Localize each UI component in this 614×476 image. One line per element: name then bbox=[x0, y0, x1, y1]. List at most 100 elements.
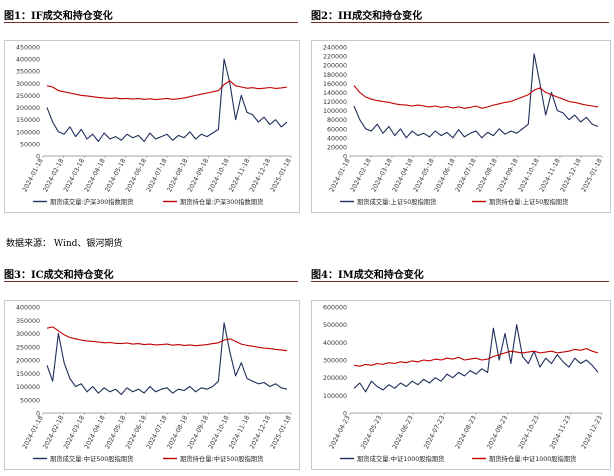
chart-4-legend-label: 期货持仓量:中证1000股指期货 bbox=[489, 454, 576, 463]
chart-3-ytick-label: 200000 bbox=[16, 358, 40, 365]
chart-2-ytick-label: 160000 bbox=[323, 81, 347, 88]
chart-2-ytick-label: 220000 bbox=[323, 54, 347, 61]
chart-3-xtick-label: 2024-05-18 bbox=[104, 415, 127, 451]
chart-3-xtick-label: 2024-12-18 bbox=[249, 415, 272, 451]
chart-3-legend-label: 期货持仓量:中证500股指期货 bbox=[180, 454, 263, 463]
chart-3-xtick-label: 2024-02-18 bbox=[42, 415, 65, 451]
chart-3-xtick-label: 2024-04-18 bbox=[83, 415, 106, 451]
chart-4-xtick-label: 2024-07-23 bbox=[423, 415, 446, 451]
chart-1-series-volume-line bbox=[46, 58, 288, 143]
panel-2-title: 图2：IH成交和持仓变化 bbox=[311, 11, 423, 22]
chart-1-xtick-label: 2024-05-18 bbox=[104, 158, 127, 194]
chart-1-xtick-label: 2024-06-18 bbox=[125, 158, 148, 194]
chart-4-ytick-label: 500000 bbox=[323, 322, 347, 329]
chart-2-legend-label: 期货成交量:上证50股指期货 bbox=[357, 197, 436, 206]
chart-1-series-open-interest-line bbox=[46, 80, 288, 101]
chart-3-ytick-label: 400000 bbox=[16, 305, 40, 312]
chart-3-xtick-label: 2024-07-18 bbox=[145, 415, 168, 451]
chart-2-ytick-label: 180000 bbox=[323, 72, 347, 79]
chart-1-legend-label: 期货持仓量:沪深300指数期货 bbox=[180, 197, 263, 206]
chart-1-svg: 0 50000 100000 150000 200000 250000 300000 3500… bbox=[16, 45, 293, 207]
chart-panel-3: 0 50000 100000 150000 200000 250000 300000 3500… bbox=[4, 300, 300, 470]
chart-1-ytick-label: 50000 bbox=[20, 141, 40, 148]
chart-4-ytick-label: 300000 bbox=[323, 358, 347, 365]
chart-1-xtick-label: 2024-03-18 bbox=[63, 158, 86, 194]
chart-4-xtick-label: 2024-12-23 bbox=[580, 415, 603, 451]
chart-3-ytick-label: 100000 bbox=[16, 384, 40, 391]
chart-4-xtick-label: 2024-11-23 bbox=[549, 415, 572, 451]
chart-2-xtick-label: 2024-05-18 bbox=[412, 158, 435, 194]
chart-1-legend-label: 期货成交量:沪深300指数期货 bbox=[50, 197, 133, 206]
panel-3-title-rule bbox=[4, 281, 298, 282]
chart-2-ytick-label: 40000 bbox=[327, 135, 347, 142]
chart-1-xtick-label: 2024-07-18 bbox=[145, 158, 168, 194]
chart-2-ytick-label: 100000 bbox=[323, 108, 347, 115]
chart-2-legend-label: 期货持仓量:上证50股指期货 bbox=[489, 197, 568, 206]
chart-4-series-open-interest-line bbox=[353, 347, 599, 367]
chart-2-ytick-label: 60000 bbox=[327, 126, 347, 133]
chart-3-xtick-label: 2024-06-18 bbox=[125, 415, 148, 451]
chart-1-xtick-label: 2024-12-18 bbox=[249, 158, 272, 194]
chart-3-xtick-label: 2024-01-18 bbox=[21, 415, 44, 451]
chart-2-xtick-label: 2024-06-18 bbox=[433, 158, 456, 194]
chart-2-xtick-label: 2024-08-18 bbox=[475, 158, 498, 194]
panel-3-title: 图3：IC成交和持仓变化 bbox=[4, 270, 114, 281]
chart-2-ytick-label: 200000 bbox=[323, 63, 347, 70]
chart-3-xtick-label: 2024-03-18 bbox=[63, 415, 86, 451]
chart-4-xtick-label: 2024-05-23 bbox=[360, 415, 383, 451]
chart-4-ytick-label: 100000 bbox=[323, 393, 347, 400]
chart-2-series-open-interest-line bbox=[353, 85, 599, 109]
chart-4-ytick-label: 400000 bbox=[323, 340, 347, 347]
chart-1-xtick-label: 2024-04-18 bbox=[83, 158, 106, 194]
panel-1-title-rule bbox=[4, 22, 298, 23]
chart-1-ytick-label: 450000 bbox=[16, 45, 40, 52]
chart-2-xtick-label: 2024-03-18 bbox=[370, 158, 393, 194]
chart-3-series-volume-line bbox=[46, 322, 288, 396]
chart-4-series-volume-line bbox=[353, 324, 599, 393]
chart-3-xtick-label: 2024-09-18 bbox=[187, 415, 210, 451]
chart-2-ytick-label: 120000 bbox=[323, 99, 347, 106]
chart-2-xtick-label: 2024-09-18 bbox=[496, 158, 519, 194]
chart-1-ytick-label: 400000 bbox=[16, 57, 40, 64]
chart-2-xtick-label: 2024-04-18 bbox=[391, 158, 414, 194]
chart-panel-2: 0 20000 40000 60000 80000 100000 120000 140000 1… bbox=[311, 40, 611, 213]
chart-1-ytick-label: 250000 bbox=[16, 93, 40, 100]
chart-3-xtick-label: 2024-11-18 bbox=[228, 415, 251, 451]
chart-3-ytick-label: 350000 bbox=[16, 318, 40, 325]
chart-3-xtick-label: 2025-01-18 bbox=[269, 415, 292, 451]
chart-4-ytick-label: 600000 bbox=[323, 305, 347, 312]
chart-2-ytick-label: 0 bbox=[343, 154, 347, 161]
chart-1-ytick-label: 100000 bbox=[16, 129, 40, 136]
data-source-note: 数据来源： Wind、银河期货 bbox=[6, 239, 123, 249]
chart-4-xtick-label: 2024-04-23 bbox=[328, 415, 351, 451]
panel-4-title: 图4：IM成交和持仓变化 bbox=[311, 270, 424, 281]
chart-4-xtick-label: 2024-08-23 bbox=[454, 415, 477, 451]
chart-1-ytick-label: 200000 bbox=[16, 105, 40, 112]
chart-3-ytick-label: 0 bbox=[36, 411, 40, 418]
chart-4-svg: 0 100000 200000 300000 400000 500000 600000 202… bbox=[323, 305, 604, 464]
chart-2-ytick-label: 80000 bbox=[327, 117, 347, 124]
chart-3-ytick-label: 50000 bbox=[20, 397, 40, 404]
chart-1-ytick-label: 350000 bbox=[16, 69, 40, 76]
chart-3-svg: 0 50000 100000 150000 200000 250000 300000 3500… bbox=[16, 305, 293, 464]
panel-2-title-rule bbox=[311, 22, 609, 23]
chart-1-xtick-label: 2024-11-18 bbox=[228, 158, 251, 194]
chart-2-xtick-label: 2024-11-18 bbox=[538, 158, 561, 194]
chart-4-ytick-label: 200000 bbox=[323, 375, 347, 382]
chart-1-ytick-label: 150000 bbox=[16, 117, 40, 124]
chart-2-xtick-label: 2024-07-18 bbox=[454, 158, 477, 194]
panel-4-title-rule bbox=[311, 281, 609, 282]
chart-1-ytick-label: 300000 bbox=[16, 81, 40, 88]
chart-4-legend-label: 期货成交量:中证1000股指期货 bbox=[357, 454, 444, 463]
chart-2-xtick-label: 2025-01-18 bbox=[580, 158, 603, 194]
chart-2-ytick-label: 240000 bbox=[323, 45, 347, 52]
chart-2-xtick-label: 2024-10-18 bbox=[517, 158, 540, 194]
chart-3-ytick-label: 300000 bbox=[16, 331, 40, 338]
chart-1-xtick-label: 2024-08-18 bbox=[166, 158, 189, 194]
chart-1-xtick-label: 2025-01-18 bbox=[269, 158, 292, 194]
chart-1-xtick-label: 2024-09-18 bbox=[187, 158, 210, 194]
chart-3-legend-label: 期货成交量:中证500股指期货 bbox=[50, 454, 133, 463]
chart-4-xtick-label: 2024-09-23 bbox=[486, 415, 509, 451]
chart-1-xtick-label: 2024-10-18 bbox=[207, 158, 230, 194]
chart-2-xtick-label: 2024-12-18 bbox=[559, 158, 582, 194]
